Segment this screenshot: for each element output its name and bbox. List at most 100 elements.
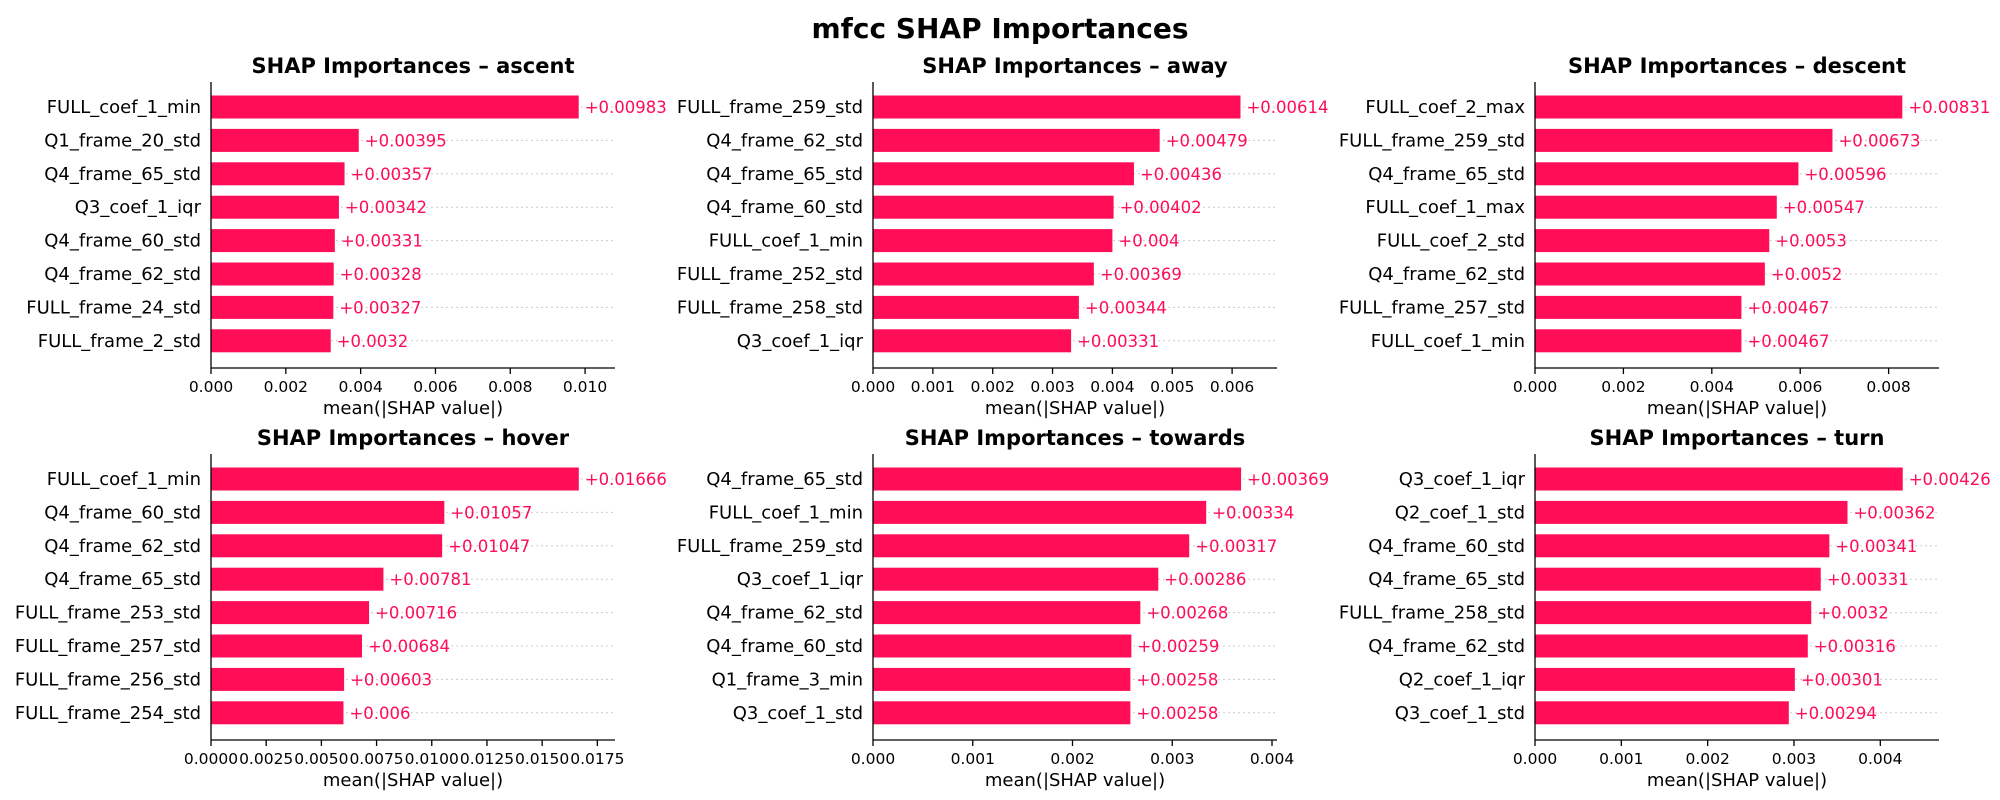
feature-label: Q3_coef_1_std [1395,703,1525,724]
value-label: +0.00603 [350,670,432,689]
value-label: +0.00362 [1853,503,1935,522]
bar [873,229,1113,253]
bar [1535,601,1812,625]
figure-title: mfcc SHAP Importances [812,12,1189,45]
value-label: +0.00467 [1747,332,1829,351]
feature-label: Q3_coef_1_std [733,703,863,724]
x-tick-label: 0.002 [971,378,1015,396]
chart-panel-4: SHAP Importances – hover FULL_coef_1_min +… [15,426,667,791]
x-tick-label: 0.001 [911,378,955,396]
value-label: +0.01057 [450,503,532,522]
value-label: +0.00831 [1908,98,1990,117]
bar [1535,128,1833,152]
x-tick-label: 0.0100 [405,750,459,768]
x-tick-label: 0.002 [1050,750,1094,768]
bar [211,500,445,524]
bar [873,534,1190,558]
panel-title: SHAP Importances – hover [257,426,570,450]
x-tick-label: 0.004 [1858,750,1902,768]
x-tick-label: 0.004 [1250,750,1294,768]
feature-label: FULL_coef_1_min [47,469,201,490]
feature-label: FULL_frame_2_std [38,331,201,352]
bar [211,601,370,625]
feature-label: FULL_coef_1_min [709,502,863,523]
feature-label: Q4_frame_60_std [1368,536,1525,557]
feature-label: FULL_frame_259_std [1339,130,1525,151]
chart-panel-3: SHAP Importances – descent FULL_coef_2_ma… [1339,54,1991,419]
value-label: +0.00426 [1909,470,1991,489]
bar [873,467,1242,491]
feature-label: Q2_coef_1_std [1395,502,1525,523]
bar [211,329,331,353]
panel-title: SHAP Importances – away [922,54,1228,78]
bar [873,295,1079,319]
x-tick-label: 0.003 [1772,750,1816,768]
bar [211,162,345,186]
bar [1535,534,1830,558]
value-label: +0.00614 [1246,98,1328,117]
chart-panel-6: SHAP Importances – turn Q3_coef_1_iqr +0.0… [1339,426,1991,791]
bar [1535,467,1903,491]
feature-label: FULL_frame_253_std [15,603,201,624]
bar [1535,95,1903,119]
x-tick-label: 0.000 [1513,378,1557,396]
value-label: +0.00369 [1100,265,1182,284]
feature-label: FULL_frame_259_std [677,536,863,557]
x-tick-label: 0.001 [1599,750,1643,768]
chart-panel-1: SHAP Importances – ascent FULL_coef_1_min… [26,54,667,419]
bar [211,128,359,152]
bar [1535,634,1808,658]
value-label: +0.0032 [1817,604,1889,623]
bar [1535,162,1799,186]
feature-label: Q4_frame_65_std [1368,164,1525,185]
x-tick-label: 0.002 [1601,378,1645,396]
bar [211,534,443,558]
x-tick-label: 0.0050 [294,750,348,768]
bar [1535,195,1777,219]
panel-title: SHAP Importances – ascent [252,54,575,78]
x-tick-label: 0.006 [413,378,457,396]
x-tick-label: 0.002 [264,378,308,396]
bar [1535,567,1821,591]
x-tick-label: 0.004 [338,378,382,396]
bar [211,95,579,119]
value-label: +0.00436 [1140,165,1222,184]
feature-label: Q1_frame_3_min [712,669,863,690]
feature-label: Q4_frame_62_std [44,264,201,285]
feature-label: Q3_coef_1_iqr [75,197,202,218]
feature-label: Q1_frame_20_std [44,130,201,151]
value-label: +0.01047 [448,537,530,556]
value-label: +0.00259 [1137,637,1219,656]
bar [873,567,1159,591]
bar [1535,295,1742,319]
x-tick-label: 0.0175 [570,750,624,768]
value-label: +0.00547 [1783,198,1865,217]
bar [211,195,339,219]
bar [873,95,1241,119]
value-label: +0.00328 [340,265,422,284]
feature-label: Q4_frame_62_std [706,130,863,151]
value-label: +0.0053 [1775,232,1847,251]
value-label: +0.00334 [1212,503,1294,522]
x-tick-label: 0.006 [1210,378,1254,396]
feature-label: Q4_frame_60_std [44,502,201,523]
x-tick-label: 0.000 [851,378,895,396]
value-label: +0.0052 [1771,265,1843,284]
value-label: +0.00395 [365,131,447,150]
feature-label: FULL_coef_2_max [1365,97,1525,118]
x-tick-label: 0.008 [1866,378,1910,396]
value-label: +0.00331 [341,232,423,251]
x-axis-label: mean(|SHAP value|) [985,398,1165,419]
panels-group: SHAP Importances – ascent FULL_coef_1_min… [15,54,1991,791]
feature-label: FULL_frame_24_std [26,297,201,318]
value-label: +0.00596 [1804,165,1886,184]
value-label: +0.00369 [1247,470,1329,489]
value-label: +0.00716 [375,604,457,623]
feature-label: Q3_coef_1_iqr [737,569,864,590]
bar [211,262,334,286]
x-tick-label: 0.000 [1513,750,1557,768]
x-tick-label: 0.005 [1150,378,1194,396]
bar [1535,667,1795,691]
x-tick-label: 0.004 [1690,378,1734,396]
